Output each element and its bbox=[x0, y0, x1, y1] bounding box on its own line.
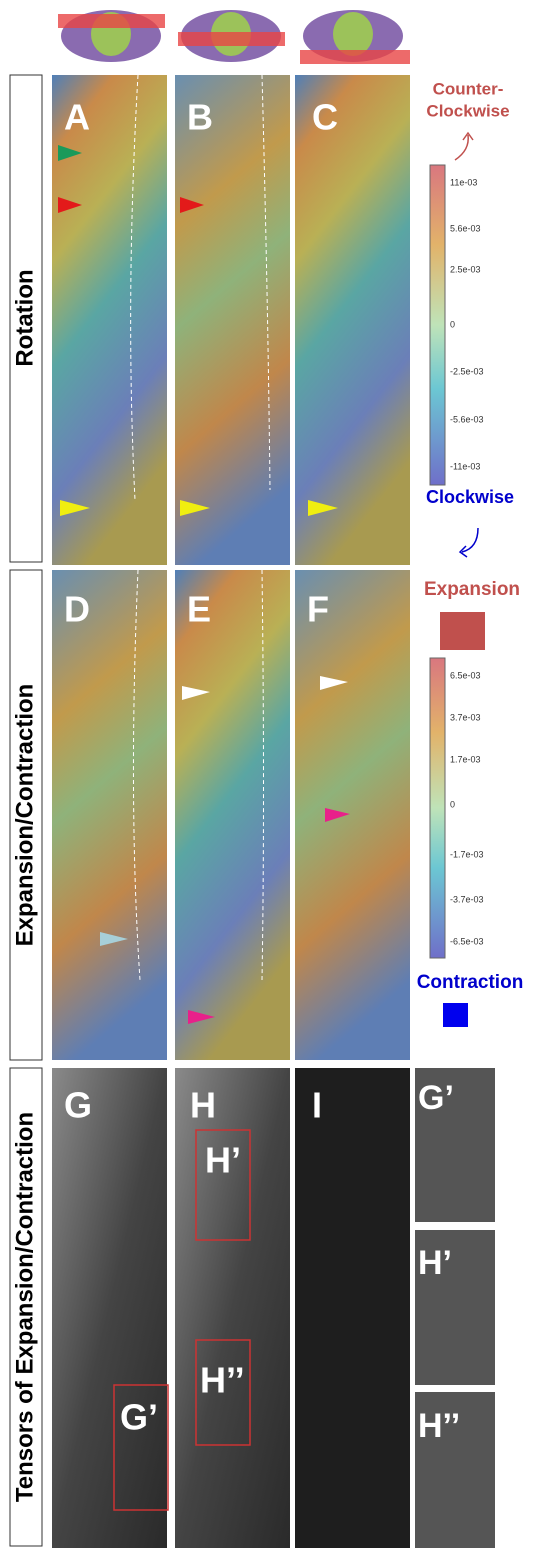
legend-bottom: Clockwise bbox=[426, 487, 514, 507]
panel-label: E bbox=[187, 589, 211, 630]
legend-top: Expansion bbox=[424, 579, 520, 600]
colorbar-tick: -11e-03 bbox=[450, 461, 480, 471]
inset-label: H’’ bbox=[418, 1407, 460, 1445]
colorbar-tick: 1.7e-03 bbox=[450, 754, 481, 764]
colorbar-tick: -6.5e-03 bbox=[450, 936, 484, 946]
arrow bbox=[454, 131, 474, 161]
colorbar-tick: 2.5e-03 bbox=[450, 264, 481, 274]
arrow bbox=[458, 527, 479, 558]
colorbar-tick: -1.7e-03 bbox=[450, 849, 484, 859]
colorbar bbox=[429, 657, 446, 959]
panel-label: A bbox=[64, 97, 90, 138]
legend-top: Counter- bbox=[433, 79, 504, 98]
colorbar-tick: -3.7e-03 bbox=[450, 894, 484, 904]
contraction-swatch bbox=[443, 1003, 468, 1027]
box-label: H’ bbox=[205, 1140, 241, 1181]
colorbar-tick: -2.5e-03 bbox=[450, 366, 484, 376]
legend-bottom: Contraction bbox=[417, 972, 524, 993]
panel-label: G bbox=[64, 1085, 92, 1126]
legend-top: Clockwise bbox=[426, 101, 509, 120]
panel-label: H bbox=[190, 1085, 216, 1126]
panel-label: B bbox=[187, 97, 213, 138]
row-box bbox=[9, 569, 43, 1061]
panel-label: C bbox=[312, 97, 338, 138]
row-label: Expansion/Contraction bbox=[11, 684, 38, 947]
schematics bbox=[58, 10, 410, 64]
colorbar-tick: 11e-03 bbox=[450, 177, 477, 187]
inset-label: G’ bbox=[418, 1079, 454, 1117]
panel-label: D bbox=[64, 589, 90, 630]
colorbar-tick: -5.6e-03 bbox=[450, 414, 484, 424]
colorbar-tick: 0 bbox=[450, 319, 455, 329]
row-label: Rotation bbox=[11, 269, 38, 366]
colorbar-tick: 5.6e-03 bbox=[450, 223, 481, 233]
row-label: Tensors of Expansion/Contraction bbox=[11, 1112, 38, 1502]
panel-label: I bbox=[312, 1085, 322, 1126]
expansion-swatch bbox=[440, 612, 485, 650]
arrowheads bbox=[58, 145, 350, 1024]
colorbar bbox=[429, 164, 446, 486]
inset-label: H’ bbox=[418, 1244, 452, 1282]
colorbar-tick: 3.7e-03 bbox=[450, 712, 481, 722]
panel-label: F bbox=[307, 589, 329, 630]
row-box bbox=[9, 1067, 43, 1547]
colorbar-tick: 0 bbox=[450, 799, 455, 809]
box-label: G’ bbox=[120, 1397, 158, 1438]
box-label: H’’ bbox=[200, 1360, 245, 1401]
colorbar-tick: 6.5e-03 bbox=[450, 670, 481, 680]
row-box bbox=[9, 74, 43, 563]
panels bbox=[52, 74, 495, 1548]
